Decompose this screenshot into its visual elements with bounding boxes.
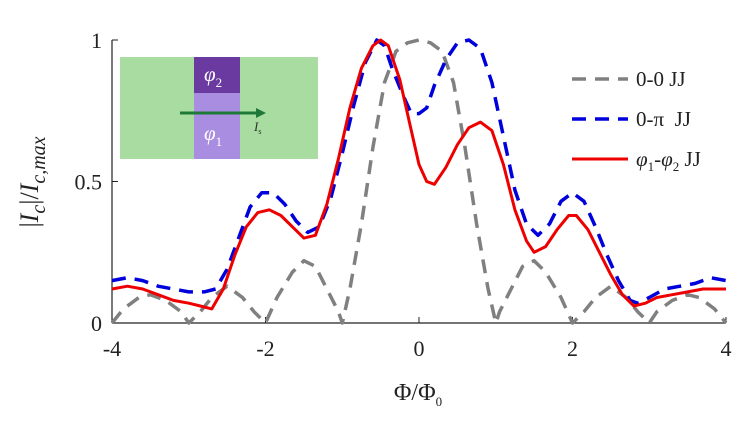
inset-phi1-label: φ1 [204,121,222,149]
x-axis-label: Φ/Φ0 [394,380,442,409]
y-tick-label: 1 [91,28,102,53]
junction-inset: φ2 φ1 Is [120,57,318,159]
series-line-phi [111,38,726,311]
inset-arrow-head [256,108,266,118]
x-tick-label: -4 [103,336,121,361]
x-tick-label: 0 [414,336,425,361]
y-axis-label: |Ic|/Ic,max [15,136,50,227]
y-tick-label: 0.5 [75,170,103,195]
inset-current-label: Is [253,119,261,136]
x-tick-label: 2 [567,336,578,361]
x-tick-label: -2 [256,336,274,361]
legend-label-0-0: 0-0 JJ [636,67,686,91]
y-tick-label: 0 [91,311,102,336]
inset-top-block [194,57,240,93]
series-line-0-pi [111,38,727,305]
y-ticks: 00.51 [75,28,118,336]
x-tick-label: 4 [721,336,732,361]
inset-phi2-label: φ2 [204,62,222,90]
legend-label-0-pi: 0-π JJ [636,107,691,131]
legend-label-phi: φ1-φ2 JJ [636,147,701,174]
series-layer [110,38,728,325]
inset-bottom-block [194,93,240,159]
legend: 0-0 JJ 0-π JJ φ1-φ2 JJ [572,67,701,174]
